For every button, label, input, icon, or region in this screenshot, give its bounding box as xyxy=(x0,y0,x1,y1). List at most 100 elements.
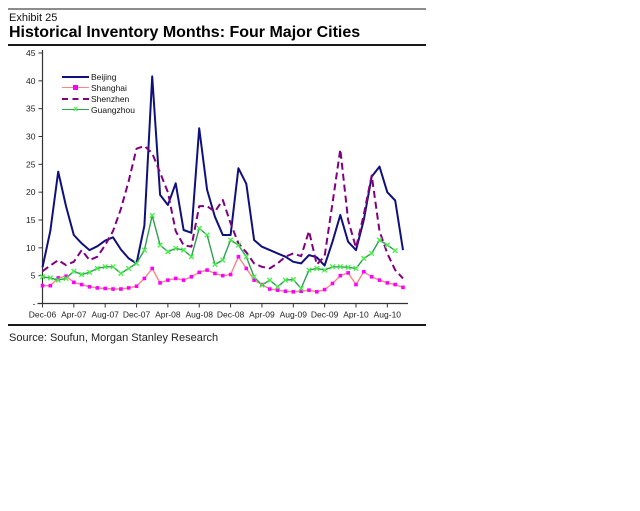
x-tick-label: Dec-06 xyxy=(29,310,57,320)
marker-guangzhou xyxy=(219,257,226,263)
page-title: Historical Inventory Months: Four Major … xyxy=(9,24,361,41)
marker-shanghai xyxy=(401,285,405,290)
marker-shanghai xyxy=(244,266,249,271)
marker-shanghai xyxy=(150,266,155,271)
legend-marker xyxy=(73,85,78,90)
marker-shanghai xyxy=(166,278,170,282)
marker-guangzhou xyxy=(384,242,391,248)
marker-shanghai xyxy=(111,287,115,291)
marker-shanghai xyxy=(142,276,147,281)
marker-guangzhou xyxy=(227,237,234,243)
marker-shanghai xyxy=(252,278,256,282)
series-line-beijing xyxy=(41,75,404,268)
marker-guangzhou xyxy=(141,247,148,253)
y-tick-label: 20 xyxy=(26,187,36,197)
marker-shanghai xyxy=(228,272,233,277)
marker-guangzhou xyxy=(259,282,265,288)
exhibit-label: Exhibit 25 xyxy=(9,12,58,24)
beijing-line-swatch-icon xyxy=(62,71,89,82)
marker-shanghai xyxy=(267,287,272,291)
source-text: Source: Soufun, Morgan Stanley Research xyxy=(9,332,219,344)
marker-guangzhou xyxy=(125,265,132,272)
marker-shanghai xyxy=(330,281,335,286)
marker-shanghai xyxy=(377,278,382,282)
marker-guangzhou xyxy=(243,253,250,260)
legend-line xyxy=(62,109,89,110)
title-rule xyxy=(8,44,426,46)
series-line-guangzhou xyxy=(42,214,396,290)
marker-shanghai xyxy=(134,284,139,289)
legend-item-shenzhen: Shenzhen xyxy=(62,93,135,104)
marker-guangzhou xyxy=(290,276,297,283)
marker-guangzhou xyxy=(251,274,257,280)
marker-shanghai xyxy=(79,282,84,287)
marker-guangzhou xyxy=(282,277,289,283)
x-tick-label: Dec-09 xyxy=(311,310,339,320)
marker-guangzhou xyxy=(157,242,163,248)
y-tick-label: 35 xyxy=(26,104,36,114)
marker-shanghai xyxy=(181,278,186,282)
y-tick-label: 45 xyxy=(26,48,36,58)
top-rule xyxy=(8,8,426,10)
marker-guangzhou xyxy=(345,264,351,271)
y-tick-label: 15 xyxy=(26,215,36,225)
x-tick-label: Aug-07 xyxy=(91,310,119,320)
legend-line xyxy=(62,98,89,100)
marker-guangzhou xyxy=(196,225,202,232)
marker-guangzhou xyxy=(55,277,61,283)
marker-shanghai xyxy=(283,289,288,294)
marker-guangzhou xyxy=(204,232,210,238)
legend-label: Guangzhou xyxy=(91,104,135,115)
x-tick-label: Aug-09 xyxy=(280,310,308,320)
marker-shanghai xyxy=(56,276,60,280)
chart-legend: Beijing Shanghai Shenzhen × Guangzhou xyxy=(62,71,135,115)
marker-shanghai xyxy=(189,274,194,279)
marker-guangzhou xyxy=(314,265,320,272)
marker-shanghai xyxy=(307,288,311,292)
marker-guangzhou xyxy=(110,264,116,270)
marker-shanghai xyxy=(346,271,350,275)
x-tick-label: Apr-07 xyxy=(61,310,87,320)
marker-guangzhou xyxy=(376,237,383,243)
marker-guangzhou xyxy=(337,264,344,270)
marker-guangzhou xyxy=(212,261,218,268)
x-tick-label: Dec-07 xyxy=(123,310,151,320)
marker-shanghai xyxy=(48,283,53,288)
y-tick-label: 40 xyxy=(26,76,36,86)
marker-guangzhou xyxy=(235,242,242,248)
marker-shanghai xyxy=(119,287,123,291)
series-line-shenzhen xyxy=(41,145,404,280)
x-tick-label: Apr-08 xyxy=(155,310,181,320)
marker-shanghai xyxy=(236,254,241,259)
legend-item-shanghai: Shanghai xyxy=(62,82,135,93)
marker-guangzhou xyxy=(180,247,187,253)
legend-label: Shanghai xyxy=(91,82,127,93)
x-tick-label: Apr-09 xyxy=(249,310,275,320)
source-rule xyxy=(8,324,426,326)
marker-guangzhou xyxy=(172,245,179,252)
marker-guangzhou xyxy=(71,268,77,274)
marker-guangzhou xyxy=(39,274,46,280)
marker-guangzhou xyxy=(63,275,69,282)
legend-item-beijing: Beijing xyxy=(62,71,135,82)
guangzhou-line-swatch-icon: × xyxy=(62,104,89,115)
y-tick-label: - xyxy=(33,299,36,309)
marker-guangzhou xyxy=(361,255,367,262)
x-tick-label: Aug-10 xyxy=(374,310,402,320)
marker-shanghai xyxy=(299,289,303,294)
marker-shanghai xyxy=(338,273,343,278)
marker-guangzhou xyxy=(321,267,328,273)
marker-guangzhou xyxy=(267,277,273,283)
marker-shanghai xyxy=(72,280,76,285)
marker-shanghai xyxy=(205,268,209,272)
y-tick-label: 30 xyxy=(26,132,36,142)
marker-guangzhou xyxy=(133,260,140,267)
marker-shanghai xyxy=(393,282,397,287)
marker-shanghai xyxy=(95,286,100,290)
marker-shanghai xyxy=(126,286,131,290)
marker-guangzhou xyxy=(368,250,375,257)
legend-marker: × xyxy=(73,104,79,114)
marker-guangzhou xyxy=(165,248,171,255)
marker-guangzhou xyxy=(306,267,312,273)
marker-guangzhou xyxy=(329,264,336,270)
